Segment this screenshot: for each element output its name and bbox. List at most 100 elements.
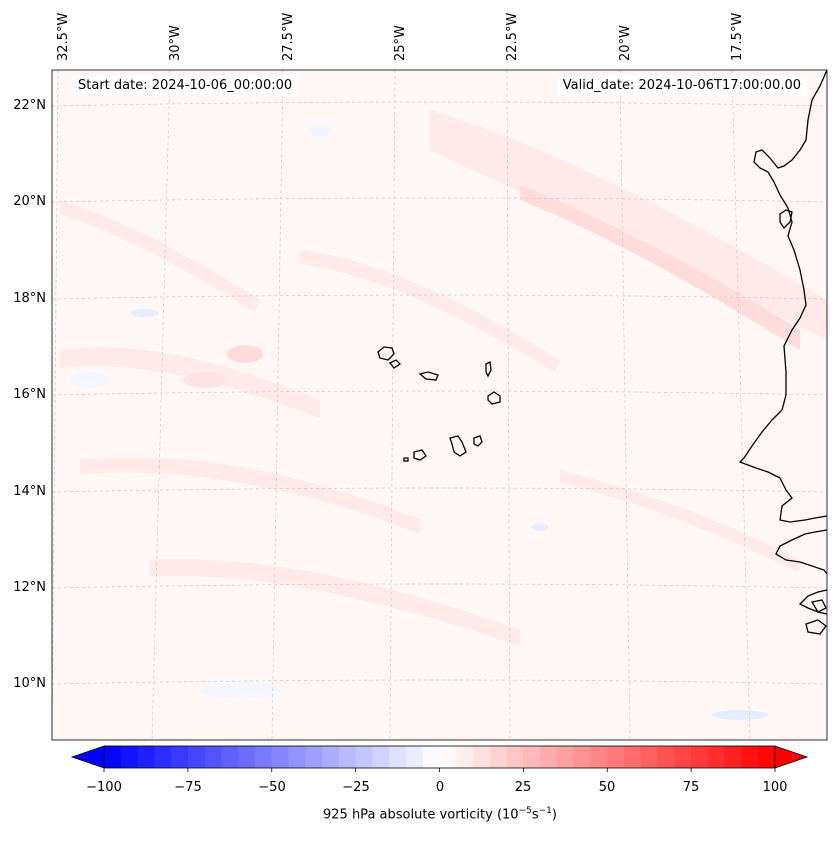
cape-verde-island	[810, 599, 827, 613]
start-date-label: Start date: 2024-10-06_00:00:00	[72, 76, 299, 96]
latitude-label: 10°N	[13, 676, 46, 691]
parallel-gridline	[51, 487, 828, 493]
colorbar-tick-label: −25	[342, 780, 370, 795]
colorbar-title-exponent: −1	[538, 806, 552, 816]
colorbar-segment	[523, 746, 541, 768]
positive-streak	[300, 250, 560, 372]
parallel-gridline	[51, 294, 828, 300]
latitude-label: 16°N	[13, 387, 46, 402]
colorbar-segment	[120, 746, 139, 768]
colorbar-segment	[254, 746, 273, 768]
cape-verde-island	[487, 391, 501, 405]
colorbar-segment	[439, 746, 457, 768]
colorbar-segment	[137, 746, 155, 768]
colorbar-segment	[607, 746, 625, 768]
colorbar-segment	[556, 746, 575, 768]
longitude-label: 25°W	[393, 25, 408, 61]
coastlines	[377, 69, 828, 635]
positive-band	[430, 110, 827, 340]
colorbar-segment	[456, 746, 474, 768]
latitude-label: 18°N	[13, 291, 46, 306]
colorbar-segment	[221, 746, 239, 768]
colorbar-segments	[104, 746, 776, 768]
parallel-gridline	[51, 390, 828, 396]
latitude-label: 12°N	[13, 580, 46, 595]
negative-spot	[200, 682, 280, 698]
africa-coastline	[775, 529, 828, 575]
latitude-label: 20°N	[13, 194, 46, 209]
negative-spot	[131, 309, 159, 317]
positive-core	[183, 372, 227, 388]
map-frame	[51, 69, 828, 741]
map-background	[52, 70, 827, 740]
colorbar-segment	[154, 746, 172, 768]
colorbar-title-exponent: −5	[518, 806, 532, 816]
valid-date-label: Valid_date: 2024-10-06T17:00:00.00	[556, 76, 807, 96]
colorbar-segment	[389, 746, 407, 768]
colorbar-segment	[405, 746, 424, 768]
cape-verde-island	[805, 619, 827, 635]
colorbar-tick-label: −100	[86, 780, 122, 795]
colorbar-segment	[171, 746, 189, 768]
negative-spot	[308, 124, 332, 136]
colorbar-title-suffix: )	[551, 807, 557, 823]
colorbar-segment	[288, 746, 306, 768]
latitude-label: 14°N	[13, 484, 46, 499]
colorbar-segment	[187, 746, 206, 768]
meridian-gridline	[389, 69, 396, 741]
colorbar-segment	[473, 746, 491, 768]
colorbar-segment	[355, 746, 374, 768]
colorbar-segment	[624, 746, 642, 768]
colorbar-segment	[238, 746, 256, 768]
meridian-gridline	[51, 69, 59, 741]
colorbar-ticks	[103, 768, 776, 772]
colorbar-segment	[724, 746, 743, 768]
parallel-gridline	[51, 679, 828, 685]
colorbar-title-prefix: 925 hPa absolute vorticity (10	[323, 807, 519, 823]
colorbar	[70, 745, 809, 772]
parallel-gridline	[51, 101, 828, 107]
negative-spot	[532, 523, 548, 531]
meridian-gridline	[271, 69, 284, 741]
colorbar-tick-label: 0	[435, 780, 445, 795]
colorbar-tick-label: −50	[258, 780, 286, 795]
meridian-gridline	[619, 69, 631, 741]
latitude-label: 22°N	[13, 98, 46, 113]
colorbar-segment	[657, 746, 675, 768]
colorbar-segment	[691, 746, 709, 768]
cape-verde-island	[413, 449, 427, 461]
colorbar-segment	[271, 746, 290, 768]
colorbar-segment	[322, 746, 340, 768]
colorbar-segment	[422, 746, 441, 768]
colorbar-tick-label: −75	[174, 780, 202, 795]
longitude-label: 17.5°W	[730, 12, 745, 61]
cape-verde-island	[403, 457, 409, 462]
vorticity-field	[60, 110, 827, 720]
positive-band	[520, 185, 800, 350]
colorbar-segment	[707, 746, 726, 768]
colorbar-segment	[338, 746, 357, 768]
meridian-gridline	[151, 69, 171, 741]
longitude-label: 32.5°W	[56, 12, 71, 61]
colorbar-tick-label: 25	[514, 780, 532, 795]
colorbar-segment	[758, 746, 776, 768]
longitude-label: 27.5°W	[281, 12, 296, 61]
colorbar-segment	[674, 746, 692, 768]
colorbar-segment	[506, 746, 524, 768]
longitude-label: 22.5°W	[505, 12, 520, 61]
positive-streak	[80, 457, 420, 534]
colorbar-title-unit: s	[531, 807, 539, 823]
cape-verde-island	[418, 371, 439, 381]
colorbar-tick-label: 50	[598, 780, 616, 795]
cape-verde-island	[485, 361, 492, 378]
cape-verde-island	[449, 435, 467, 457]
colorbar-segment	[640, 746, 659, 768]
colorbar-tick-label: 100	[762, 780, 788, 795]
colorbar-segment	[104, 746, 122, 768]
gridlines	[51, 69, 828, 741]
positive-streak	[60, 347, 320, 418]
negative-spot	[712, 710, 768, 720]
colorbar-segment	[489, 746, 508, 768]
